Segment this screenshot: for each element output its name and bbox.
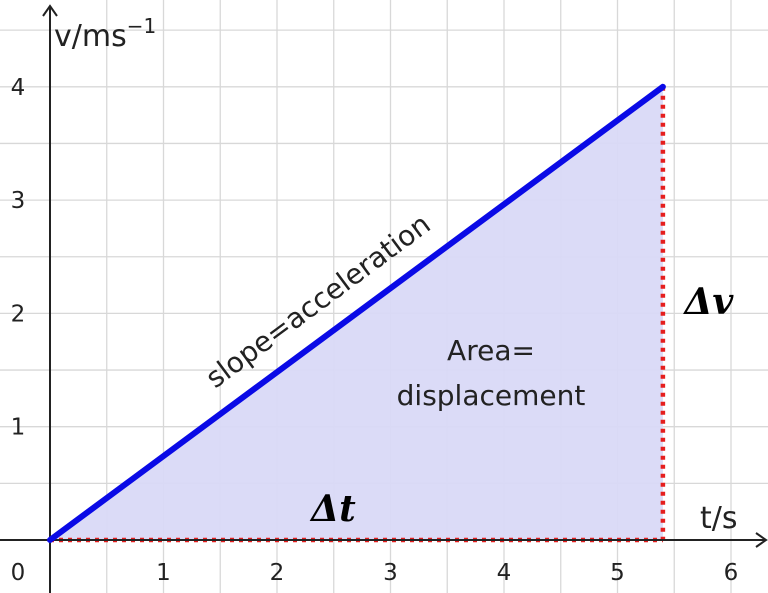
- x-tick-label: 6: [724, 560, 739, 586]
- x-axis-title: t/s: [700, 501, 738, 536]
- tick-labels: 1 2 3 4 5 6 1 2 3 4 0: [11, 75, 739, 586]
- area-annotation-line1: Area=: [447, 334, 535, 367]
- delta-t-label: Δt: [309, 488, 356, 530]
- velocity-line: [47, 83, 666, 543]
- x-tick-label: 4: [497, 560, 512, 586]
- y-tick-label: 3: [11, 188, 26, 214]
- y-tick-label: 2: [11, 301, 26, 327]
- x-tick-label: 5: [610, 560, 625, 586]
- x-tick-label: 3: [383, 560, 398, 586]
- y-axis-title: v/ms−1: [54, 14, 156, 54]
- area-annotation-line2: displacement: [397, 379, 586, 412]
- axes: [0, 4, 768, 593]
- x-tick-label: 2: [270, 560, 285, 586]
- y-tick-label: 1: [11, 415, 26, 441]
- y-axis-arrowhead: [42, 4, 58, 17]
- x-tick-label: 1: [156, 560, 171, 586]
- y-tick-label: 4: [11, 75, 26, 101]
- origin-label: 0: [11, 560, 26, 586]
- delta-v-label: Δv: [682, 281, 734, 323]
- x-axis-arrowhead: [755, 532, 768, 548]
